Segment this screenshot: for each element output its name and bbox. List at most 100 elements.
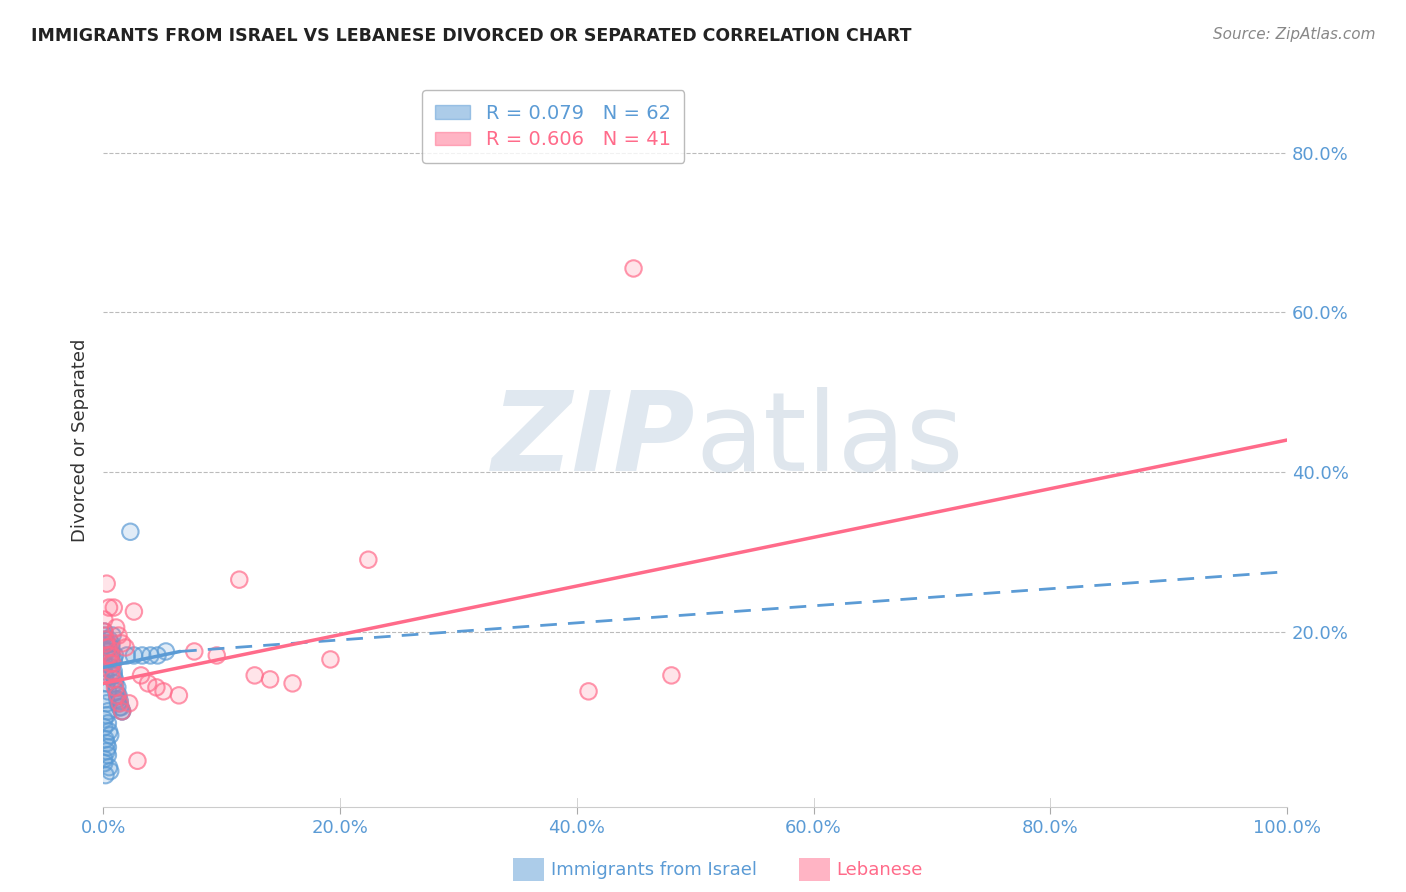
Point xyxy=(127,754,149,768)
Point xyxy=(93,752,115,766)
Point xyxy=(107,696,129,710)
Point xyxy=(93,613,115,627)
Point xyxy=(101,657,124,671)
Point xyxy=(93,756,115,771)
Point xyxy=(100,636,122,650)
Point xyxy=(97,640,120,655)
Point xyxy=(114,640,136,655)
Point xyxy=(97,648,120,663)
Point xyxy=(98,640,121,655)
Point xyxy=(97,740,120,755)
Point xyxy=(103,668,125,682)
Point xyxy=(104,676,127,690)
Point xyxy=(96,744,118,758)
Point xyxy=(111,704,134,718)
Point xyxy=(319,652,342,666)
Point xyxy=(93,657,115,671)
Point xyxy=(122,648,145,663)
Point xyxy=(183,644,205,658)
Point xyxy=(259,673,281,687)
Point xyxy=(127,754,149,768)
Point xyxy=(100,665,122,679)
Point xyxy=(97,636,120,650)
Point xyxy=(111,704,134,718)
Point xyxy=(118,696,141,710)
Point xyxy=(98,724,121,739)
Text: Lebanese: Lebanese xyxy=(837,861,922,879)
Point xyxy=(243,668,266,682)
Point xyxy=(98,760,121,774)
Point xyxy=(104,681,127,695)
Point xyxy=(167,689,190,703)
Point xyxy=(623,261,645,276)
Point xyxy=(96,736,118,750)
Point xyxy=(105,689,128,703)
Point xyxy=(111,636,134,650)
Point xyxy=(97,704,120,718)
Point xyxy=(205,648,228,663)
Point xyxy=(97,636,120,650)
Point xyxy=(107,696,129,710)
Point xyxy=(118,696,141,710)
Point xyxy=(104,676,127,690)
Point xyxy=(167,689,190,703)
Point xyxy=(101,657,124,671)
Point xyxy=(100,648,122,663)
Point xyxy=(94,636,117,650)
Point xyxy=(129,668,152,682)
Point xyxy=(145,681,167,695)
Text: IMMIGRANTS FROM ISRAEL VS LEBANESE DIVORCED OR SEPARATED CORRELATION CHART: IMMIGRANTS FROM ISRAEL VS LEBANESE DIVOR… xyxy=(31,27,911,45)
Point xyxy=(97,716,120,731)
Point xyxy=(107,628,129,642)
Point xyxy=(661,668,683,682)
Point xyxy=(105,692,128,706)
Point xyxy=(146,648,169,663)
Point xyxy=(131,648,153,663)
Point xyxy=(155,644,177,658)
Point xyxy=(94,632,117,647)
Point xyxy=(94,668,117,682)
Point xyxy=(110,700,132,714)
Point xyxy=(108,696,131,710)
Point xyxy=(120,524,142,539)
Point xyxy=(98,764,121,779)
Point xyxy=(111,704,134,718)
Point xyxy=(93,613,115,627)
Point xyxy=(97,648,120,663)
Point xyxy=(98,764,121,779)
Point xyxy=(100,640,122,655)
Point xyxy=(228,573,250,587)
Point xyxy=(103,665,125,679)
Point xyxy=(97,716,120,731)
Point xyxy=(94,732,117,747)
Point xyxy=(108,696,131,710)
Point xyxy=(578,684,600,698)
Point xyxy=(139,648,162,663)
Point xyxy=(105,681,128,695)
Point xyxy=(101,657,124,671)
Point xyxy=(107,689,129,703)
Legend: R = 0.079   N = 62, R = 0.606   N = 41: R = 0.079 N = 62, R = 0.606 N = 41 xyxy=(422,90,685,163)
Point xyxy=(107,628,129,642)
Point xyxy=(136,676,159,690)
Point xyxy=(623,261,645,276)
Point xyxy=(98,600,121,615)
Point xyxy=(111,704,134,718)
Point xyxy=(111,704,134,718)
Point xyxy=(96,696,118,710)
Point xyxy=(104,648,127,663)
Point xyxy=(96,576,118,591)
Point xyxy=(103,652,125,666)
Point xyxy=(129,668,152,682)
Point xyxy=(94,692,117,706)
Point xyxy=(98,640,121,655)
Point xyxy=(98,728,121,742)
Point xyxy=(96,576,118,591)
Point xyxy=(101,628,124,642)
Point xyxy=(97,748,120,763)
Point xyxy=(103,665,125,679)
Point xyxy=(101,673,124,687)
Point xyxy=(93,756,115,771)
Point xyxy=(228,573,250,587)
Point xyxy=(100,648,122,663)
